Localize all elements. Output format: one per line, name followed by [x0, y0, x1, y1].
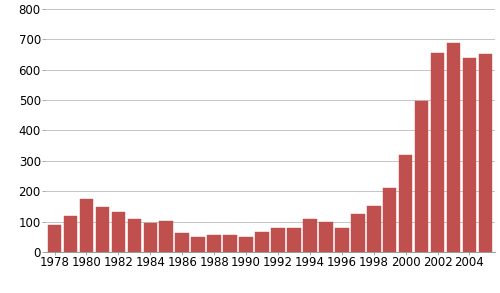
Bar	[48, 225, 62, 252]
Bar	[224, 235, 237, 252]
Bar	[287, 228, 300, 252]
Bar	[319, 222, 332, 252]
Bar	[351, 214, 364, 252]
Bar	[399, 155, 412, 252]
Bar	[128, 219, 141, 252]
Bar	[478, 54, 492, 252]
Bar	[192, 237, 205, 252]
Bar	[80, 199, 94, 252]
Bar	[112, 212, 125, 252]
Bar	[64, 216, 78, 252]
Bar	[367, 206, 380, 252]
Bar	[255, 232, 269, 252]
Bar	[415, 101, 428, 252]
Bar	[96, 207, 109, 252]
Bar	[208, 235, 221, 252]
Bar	[431, 53, 444, 252]
Bar	[176, 233, 189, 252]
Bar	[271, 228, 285, 252]
Bar	[303, 219, 316, 252]
Bar	[462, 58, 476, 252]
Bar	[383, 188, 396, 252]
Bar	[144, 223, 157, 252]
Bar	[446, 43, 460, 252]
Bar	[335, 228, 348, 252]
Bar	[240, 237, 253, 252]
Bar	[160, 221, 173, 252]
